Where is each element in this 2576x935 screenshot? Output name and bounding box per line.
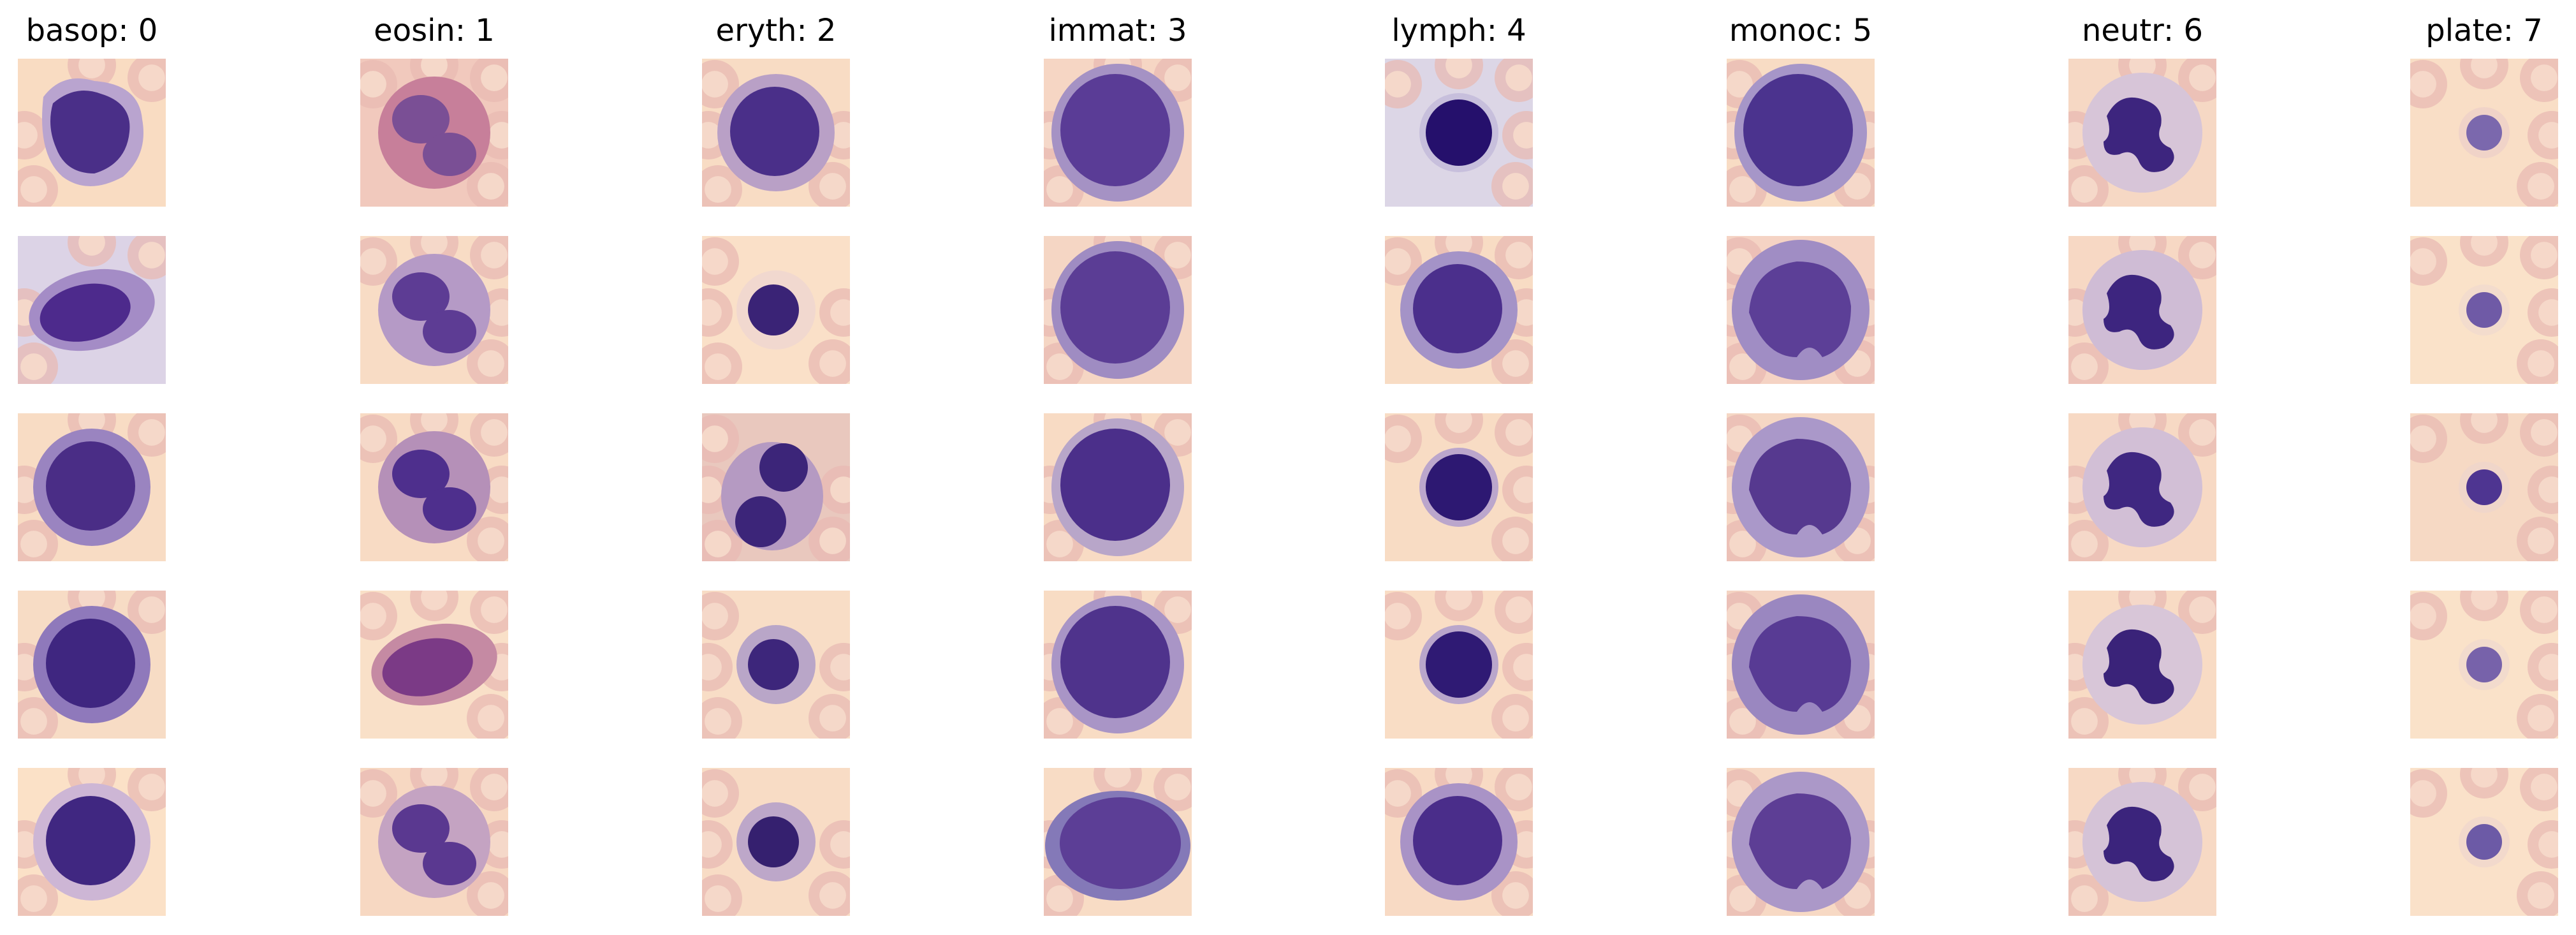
blood-cell-micrograph [1727, 768, 1875, 916]
cell-image [1727, 591, 1875, 739]
blood-cell-micrograph [1727, 236, 1875, 384]
blood-cell-micrograph [2068, 591, 2216, 739]
blood-cell-micrograph [1385, 768, 1533, 916]
blood-cell-micrograph [1044, 591, 1192, 739]
blood-cell-micrograph [702, 59, 850, 207]
cell-image [1044, 768, 1192, 916]
cell-image [2410, 591, 2558, 739]
cell-image [702, 59, 850, 207]
cell-image [702, 591, 850, 739]
cell-image [1385, 59, 1533, 207]
blood-cell-micrograph [702, 768, 850, 916]
blood-cell-micrograph [702, 591, 850, 739]
column-title: immat: 3 [1048, 13, 1187, 48]
blood-cell-micrograph [18, 59, 166, 207]
blood-cell-micrograph [1044, 59, 1192, 207]
blood-cell-micrograph [1727, 413, 1875, 561]
cell-image [702, 236, 850, 384]
cell-image [1385, 591, 1533, 739]
cell-image [360, 591, 508, 739]
cell-image [1727, 59, 1875, 207]
cell-image [360, 59, 508, 207]
cell-image [1044, 236, 1192, 384]
blood-cell-micrograph [1044, 413, 1192, 561]
blood-cell-micrograph [18, 768, 166, 916]
cell-image [2068, 591, 2216, 739]
cell-image [2068, 413, 2216, 561]
blood-cell-micrograph [360, 768, 508, 916]
cell-image [18, 591, 166, 739]
cell-image [1044, 591, 1192, 739]
cell-image [2068, 59, 2216, 207]
cell-image [18, 768, 166, 916]
cell-image [360, 413, 508, 561]
cell-image [18, 59, 166, 207]
blood-cell-micrograph [1385, 413, 1533, 561]
cell-image [1044, 59, 1192, 207]
blood-cell-micrograph [2410, 236, 2558, 384]
blood-cell-micrograph [18, 591, 166, 739]
blood-cell-micrograph [2410, 413, 2558, 561]
cell-image [1727, 768, 1875, 916]
cell-image [360, 236, 508, 384]
blood-cell-micrograph [1385, 591, 1533, 739]
blood-cell-micrograph [2410, 768, 2558, 916]
blood-cell-micrograph [18, 413, 166, 561]
blood-cell-micrograph [2068, 413, 2216, 561]
cell-image [2410, 236, 2558, 384]
blood-cell-micrograph [2068, 59, 2216, 207]
blood-cell-micrograph [1385, 236, 1533, 384]
cell-image [1044, 413, 1192, 561]
cell-image [360, 768, 508, 916]
blood-cell-micrograph [2068, 768, 2216, 916]
blood-cell-micrograph [2410, 59, 2558, 207]
cell-image [2068, 768, 2216, 916]
cell-image [2410, 59, 2558, 207]
column-title: eosin: 1 [374, 13, 495, 48]
blood-cell-micrograph [1385, 59, 1533, 207]
column-title: eryth: 2 [715, 13, 837, 48]
column-title: basop: 0 [26, 13, 158, 48]
cell-image [1727, 413, 1875, 561]
column-title: lymph: 4 [1391, 13, 1526, 48]
blood-cell-micrograph [702, 413, 850, 561]
cell-image [702, 768, 850, 916]
cell-image [702, 413, 850, 561]
column-title: plate: 7 [2426, 13, 2543, 48]
blood-cell-micrograph [360, 591, 508, 739]
cell-image [1385, 768, 1533, 916]
blood-cell-micrograph [360, 236, 508, 384]
blood-cell-micrograph [18, 236, 166, 384]
cell-image [2410, 413, 2558, 561]
cell-image [2068, 236, 2216, 384]
cell-image [1385, 236, 1533, 384]
cell-image [1727, 236, 1875, 384]
cell-image [2410, 768, 2558, 916]
cell-image [1385, 413, 1533, 561]
blood-cell-micrograph [1727, 591, 1875, 739]
blood-cell-micrograph [1044, 236, 1192, 384]
blood-cell-micrograph [702, 236, 850, 384]
blood-cell-micrograph [360, 413, 508, 561]
cell-image [18, 236, 166, 384]
column-title: monoc: 5 [1729, 13, 1873, 48]
cell-image [18, 413, 166, 561]
blood-cell-micrograph [2068, 236, 2216, 384]
column-title: neutr: 6 [2081, 13, 2204, 48]
blood-cell-micrograph [2410, 591, 2558, 739]
blood-cell-micrograph [1727, 59, 1875, 207]
blood-cell-micrograph [1044, 768, 1192, 916]
blood-cell-micrograph [360, 59, 508, 207]
